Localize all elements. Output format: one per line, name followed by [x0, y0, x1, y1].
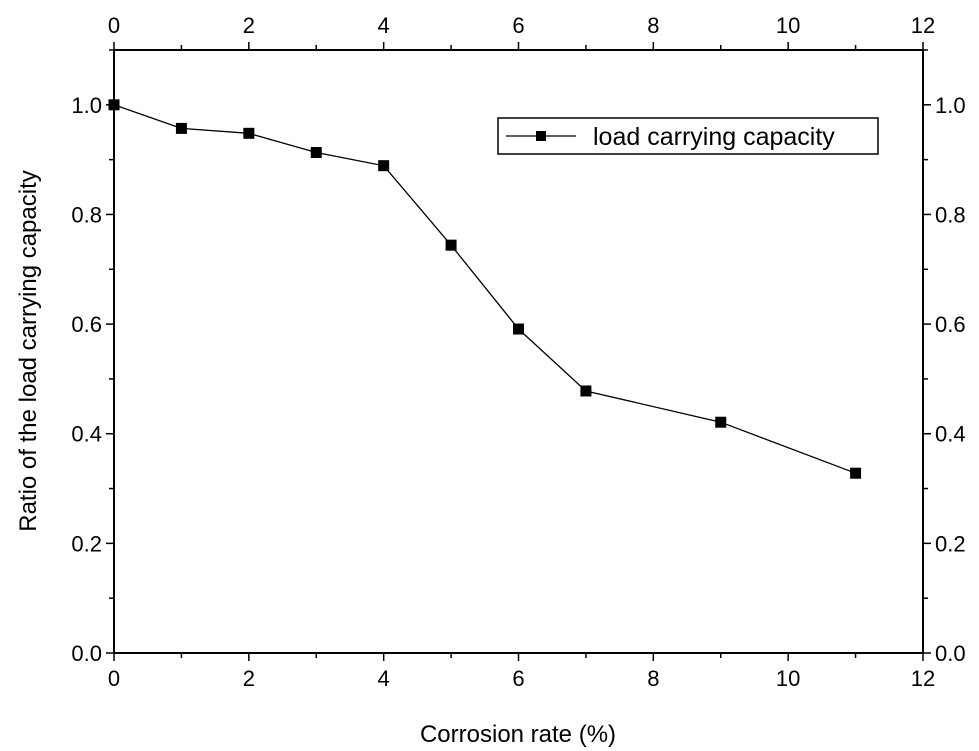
x-tick-label-bottom: 0 [108, 666, 120, 691]
x-tick-label-bottom: 2 [243, 666, 255, 691]
data-point [378, 160, 390, 172]
y-tick-label-right: 0.0 [935, 641, 966, 666]
x-tick-label-bottom: 8 [647, 666, 659, 691]
y-tick-label-right: 0.2 [935, 531, 966, 556]
x-tick-label-top: 8 [647, 13, 659, 38]
data-point [513, 323, 524, 335]
series-line [113, 104, 856, 474]
x-tick-label-top: 12 [911, 13, 935, 38]
data-point [580, 385, 592, 397]
y-tick-label-right: 0.4 [935, 422, 966, 447]
data-point [715, 416, 727, 428]
x-axis-title: Corrosion rate (%) [420, 721, 616, 748]
y-tick-label-left: 0.0 [71, 641, 102, 666]
y-tick-label-right: 0.6 [935, 312, 966, 337]
x-tick-label-top: 0 [108, 13, 120, 38]
x-tick-label-bottom: 12 [911, 666, 935, 691]
data-point [243, 127, 255, 139]
x-tick-label-top: 2 [243, 13, 255, 38]
x-tick-label-top: 10 [776, 13, 800, 38]
x-tick-label-bottom: 6 [512, 666, 524, 691]
y-tick-label-left: 0.2 [71, 531, 102, 556]
data-point [310, 147, 322, 159]
legend-marker [536, 131, 546, 141]
data-point [175, 122, 187, 134]
y-tick-label-right: 1.0 [935, 93, 966, 118]
x-tick-label-bottom: 4 [378, 666, 390, 691]
y-tick-label-left: 0.4 [71, 422, 102, 447]
x-tick-label-bottom: 10 [776, 666, 800, 691]
y-tick-label-left: 0.8 [71, 202, 102, 227]
y-axis-title: Ratio of the load carrying capacity [15, 170, 42, 532]
y-tick-label-left: 1.0 [71, 93, 102, 118]
y-tick-label-left: 0.6 [71, 312, 102, 337]
x-tick-label-top: 6 [512, 13, 524, 38]
x-tick-label-top: 4 [378, 13, 390, 38]
data-point [850, 467, 862, 479]
y-tick-label-right: 0.8 [935, 202, 966, 227]
legend-label: load carrying capacity [593, 123, 835, 151]
data-point [445, 239, 457, 251]
data-point [108, 99, 120, 111]
legend: load carrying capacity [497, 117, 879, 155]
